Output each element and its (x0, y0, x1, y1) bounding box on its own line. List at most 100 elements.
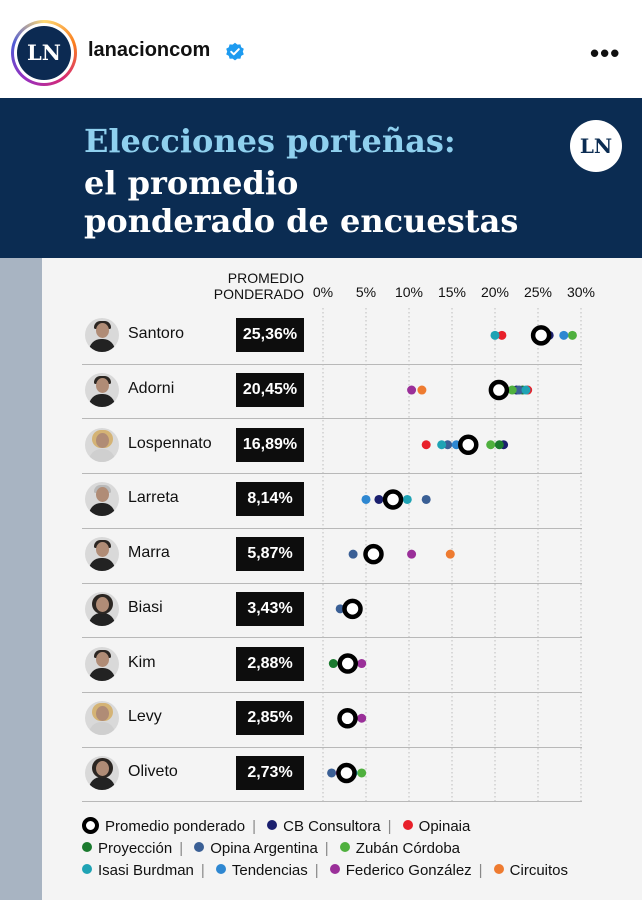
legend-separator: | (200, 862, 205, 879)
legend-item: Promedio ponderado (82, 816, 246, 836)
x-tick-label: 30% (566, 284, 596, 300)
ln-logo: LN (570, 120, 622, 172)
row-separator (82, 691, 582, 693)
legend-item: Zubán Córdoba (339, 840, 460, 857)
legend-item: Tendencias (215, 862, 308, 879)
card-left-strip-lower (0, 258, 42, 900)
average-marker (530, 325, 552, 346)
legend-dot (402, 820, 413, 831)
photo-head (96, 596, 109, 612)
row-separator (82, 418, 582, 420)
poll-point (407, 385, 417, 395)
legend-item: Opinaia (402, 818, 471, 835)
legend-label: Opinaia (418, 818, 471, 835)
legend-dot (267, 820, 278, 831)
avatar-inner: LN (14, 23, 74, 83)
photo-head (96, 432, 109, 448)
poll-point (357, 659, 367, 669)
row-separator (82, 473, 582, 475)
photo-body (89, 339, 115, 353)
average-value-label: 16,89% (236, 427, 304, 462)
username-link[interactable]: lanacioncom (88, 39, 211, 61)
photo-body (89, 722, 115, 736)
poll-point (494, 440, 504, 450)
post-header: LN lanacioncom ••• (0, 0, 642, 98)
avatar-logo: LN (17, 26, 71, 80)
photo-head (96, 542, 109, 558)
poll-point (567, 330, 577, 340)
x-tick-label: 0% (312, 284, 334, 300)
candidate-name: Lospennato (128, 434, 212, 452)
photo-body (89, 558, 115, 572)
row-separator (82, 363, 582, 365)
candidate-name: Biasi (128, 598, 163, 616)
poll-point (486, 440, 496, 450)
average-marker (337, 653, 359, 674)
legend-item: CB Consultora (267, 818, 381, 835)
poll-point (361, 494, 371, 504)
poll-point (437, 440, 447, 450)
photo-body (89, 776, 115, 790)
legend-dot (339, 842, 350, 853)
verified-badge-icon (226, 42, 244, 61)
chart-area: PROMEDIO PONDERADO 0% 5% 10% 15% 20% 25% 30% Sa… (42, 258, 642, 900)
average-value-label: 3,43% (236, 591, 304, 626)
legend-label: Isasi Burdman (98, 862, 194, 879)
average-value-label: 20,45% (236, 373, 304, 408)
poll-point (421, 440, 431, 450)
photo-head (96, 760, 109, 776)
poll-point (521, 385, 531, 395)
legend-label: CB Consultora (283, 818, 381, 835)
title-banner: Elecciones porteñas: el promedio pondera… (42, 98, 642, 258)
poll-point (402, 494, 412, 504)
candidate-photo (85, 427, 119, 462)
candidate-photo (85, 537, 119, 572)
average-value-label: 2,85% (236, 701, 304, 736)
legend-item: Circuitos (493, 862, 568, 879)
average-value-label: 8,14% (236, 482, 304, 517)
average-marker (488, 379, 510, 401)
legend-dot (493, 864, 504, 875)
poll-point (490, 330, 500, 340)
average-marker (363, 543, 384, 565)
x-tick-label: 15% (437, 284, 467, 300)
candidate-photo (85, 755, 119, 790)
average-value-label: 2,73% (236, 755, 304, 790)
average-value-label: 2,88% (236, 646, 304, 681)
column-header: PROMEDIO PONDERADO (213, 270, 304, 302)
profile-avatar[interactable]: LN (11, 20, 77, 86)
more-options-button[interactable]: ••• (590, 38, 621, 68)
photo-head (96, 487, 109, 503)
legend-separator: | (252, 818, 257, 835)
legend-label: Promedio ponderado (105, 818, 246, 835)
legend-dot (82, 864, 92, 875)
candidate-name: Adorni (128, 380, 175, 398)
photo-body (89, 612, 115, 626)
legend-separator: | (324, 840, 329, 857)
legend-item: Proyección (82, 840, 172, 857)
candidate-photo (85, 373, 119, 408)
legend-label: Federico González (345, 862, 472, 879)
poll-point (507, 385, 517, 395)
candidate-photo (85, 646, 119, 681)
poll-point (327, 768, 337, 778)
candidate-name: Kim (128, 653, 156, 671)
x-tick-label: 5% (355, 284, 377, 300)
legend-item: Opina Argentina (194, 840, 318, 857)
legend-separator: | (179, 840, 184, 857)
poll-point (559, 330, 569, 340)
legend-item: Isasi Burdman (82, 862, 194, 879)
legend-dot (82, 842, 92, 853)
photo-head (96, 651, 109, 667)
photo-body (89, 503, 115, 517)
title-line-2: el promedio (84, 164, 299, 202)
poll-point (421, 494, 431, 504)
candidate-name: Marra (128, 544, 170, 562)
chart-plot (322, 308, 582, 803)
row-separator (82, 582, 582, 584)
row-separator (82, 746, 582, 748)
poll-point (348, 549, 358, 559)
photo-body (89, 667, 115, 681)
poll-point (407, 549, 417, 559)
poll-point (357, 768, 367, 778)
